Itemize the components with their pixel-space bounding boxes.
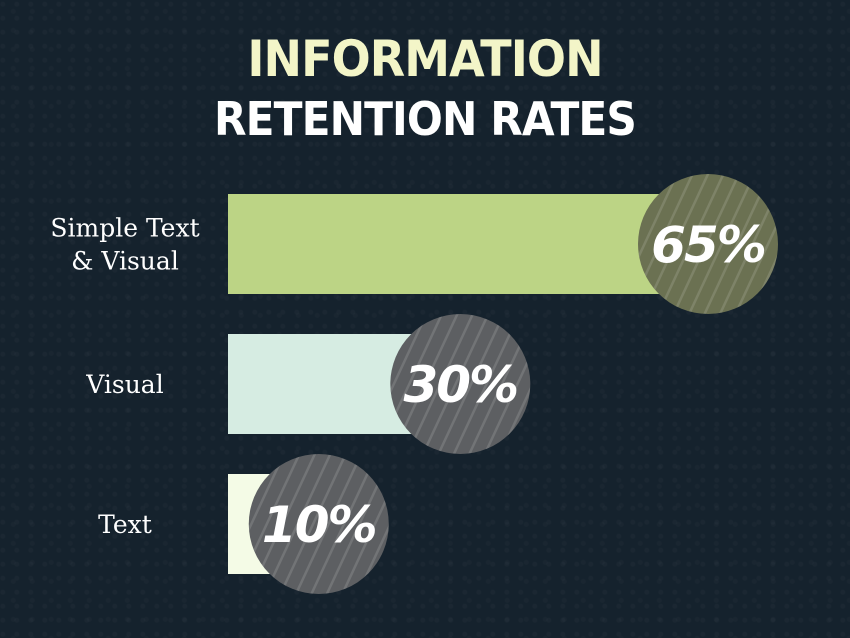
chart-title-line-2: RETENTION RATES bbox=[214, 92, 637, 146]
bar-1 bbox=[228, 194, 688, 294]
category-label-2: Visual bbox=[85, 370, 163, 399]
value-badge-stripes-1 bbox=[638, 174, 778, 314]
value-badge-stripes-3 bbox=[248, 454, 389, 594]
category-label-3-line-1: Text bbox=[98, 510, 152, 539]
category-label-1-line-1: Simple Text bbox=[50, 214, 199, 243]
chart-title: INFORMATION RETENTION RATES bbox=[0, 34, 850, 142]
value-label-2: 30% bbox=[403, 356, 517, 414]
value-badge-stripes-2 bbox=[390, 314, 531, 454]
value-label-3: 10% bbox=[262, 496, 376, 554]
category-label-3: Text bbox=[98, 510, 152, 539]
category-label-1: Simple Text & Visual bbox=[50, 214, 199, 276]
chart-title-line-1: INFORMATION bbox=[247, 30, 603, 88]
category-label-1-line-2: & Visual bbox=[71, 247, 179, 276]
category-label-2-line-1: Visual bbox=[85, 370, 163, 399]
value-label-1: 65% bbox=[651, 216, 765, 274]
